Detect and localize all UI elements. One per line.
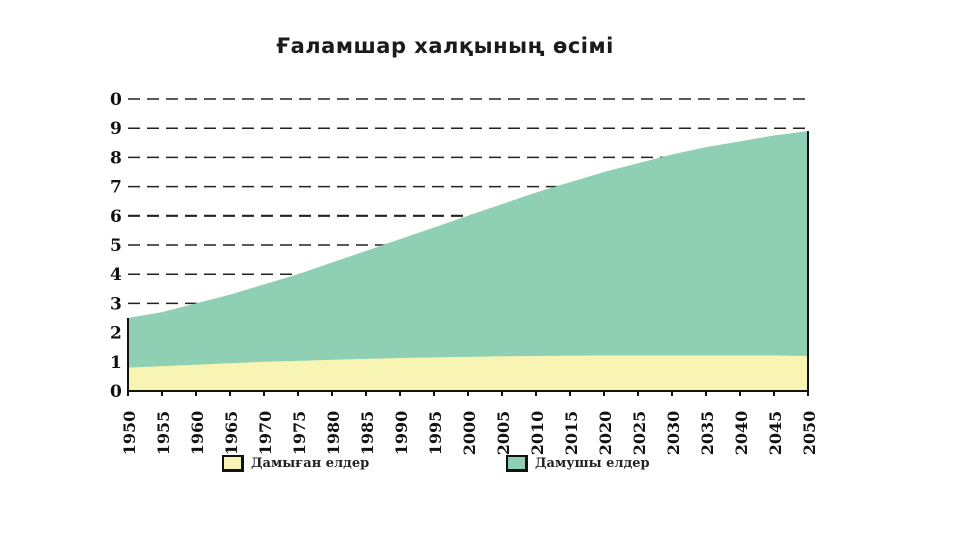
x-tick-label: 2030 [664, 411, 683, 456]
legend-swatch-developed [222, 455, 244, 472]
y-tick-label: 3 [110, 294, 122, 314]
legend-label-developing: Дамушы елдер [535, 456, 650, 471]
x-tick-label: 1965 [222, 411, 241, 456]
x-tick-label: 2000 [460, 411, 479, 456]
y-tick-label: 8 [110, 148, 122, 168]
x-tick-label: 2040 [732, 411, 751, 456]
y-tick-label: 4 [110, 265, 122, 285]
y-tick-label: 5 [110, 236, 122, 256]
x-tick-label: 2005 [494, 411, 513, 456]
x-tick-label: 1990 [392, 411, 411, 456]
area-developing [128, 131, 808, 391]
x-tick-label: 2050 [800, 411, 819, 456]
x-tick-label: 1980 [324, 411, 343, 456]
x-tick-label: 1955 [154, 411, 173, 456]
legend-item-developed: Дамыған елдер [222, 455, 369, 472]
legend-swatch-developing [506, 455, 528, 472]
x-tick-label: 1960 [188, 411, 207, 456]
y-tick-label: 0 [110, 382, 122, 402]
x-tick-label: 2025 [630, 411, 649, 456]
x-tick-label: 2015 [562, 411, 581, 456]
legend-label-developed: Дамыған елдер [251, 456, 370, 471]
legend-item-developing: Дамушы елдер [506, 455, 650, 472]
x-tick-label: 2010 [528, 411, 547, 456]
y-tick-label: 6 [110, 207, 122, 227]
y-tick-label: 7 [110, 178, 122, 198]
x-tick-label: 1995 [426, 411, 445, 456]
y-tick-label: 2 [110, 324, 122, 344]
x-tick-label: 1950 [120, 411, 139, 456]
y-tick-label: 1 [110, 353, 122, 373]
x-tick-label: 2020 [596, 411, 615, 456]
chart-title: Ғаламшар халқының өсімі [276, 34, 614, 58]
x-tick-label: 1975 [290, 411, 309, 456]
x-tick-label: 2035 [698, 411, 717, 456]
x-tick-label: 1970 [256, 411, 275, 456]
y-tick-label: 0 [110, 90, 122, 110]
x-tick-label: 1985 [358, 411, 377, 456]
area-developed [128, 355, 808, 391]
y-tick-label: 9 [110, 119, 122, 139]
x-tick-label: 2045 [766, 411, 785, 456]
